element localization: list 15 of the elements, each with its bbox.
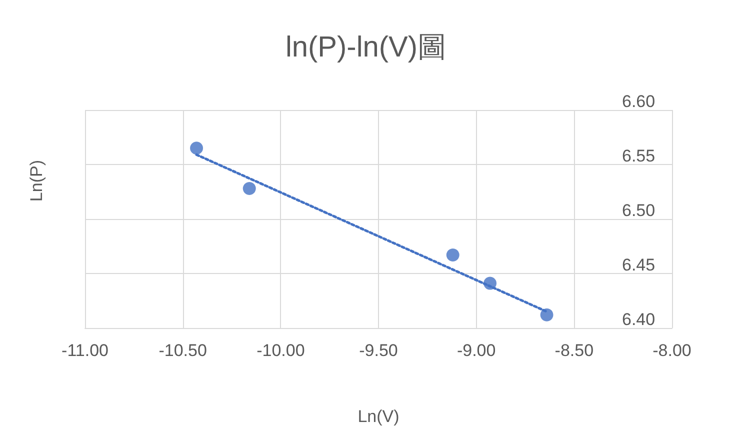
x-tick-label: -9.50	[359, 341, 398, 360]
y-tick-label: 6.45	[622, 256, 656, 274]
y-axis-title: Ln(P)	[27, 160, 46, 202]
x-tick-label: -8.50	[554, 341, 594, 360]
x-tick-label: -9.00	[456, 341, 496, 360]
y-tick-label: 6.60	[622, 92, 656, 111]
y-tick-label: 6.55	[622, 146, 656, 166]
x-tick-label: -8.00	[652, 341, 692, 360]
x-tick-label: -11.00	[62, 341, 108, 360]
x-tick-label: -10.50	[158, 341, 207, 360]
y-tick-label: 6.50	[622, 201, 656, 220]
y-tick-label: 6.40	[622, 310, 656, 329]
x-tick-label: -10.00	[256, 341, 305, 360]
chart-title: ln(P)-ln(V)圖	[285, 32, 447, 64]
x-axis-title: Ln(V)	[358, 407, 400, 426]
